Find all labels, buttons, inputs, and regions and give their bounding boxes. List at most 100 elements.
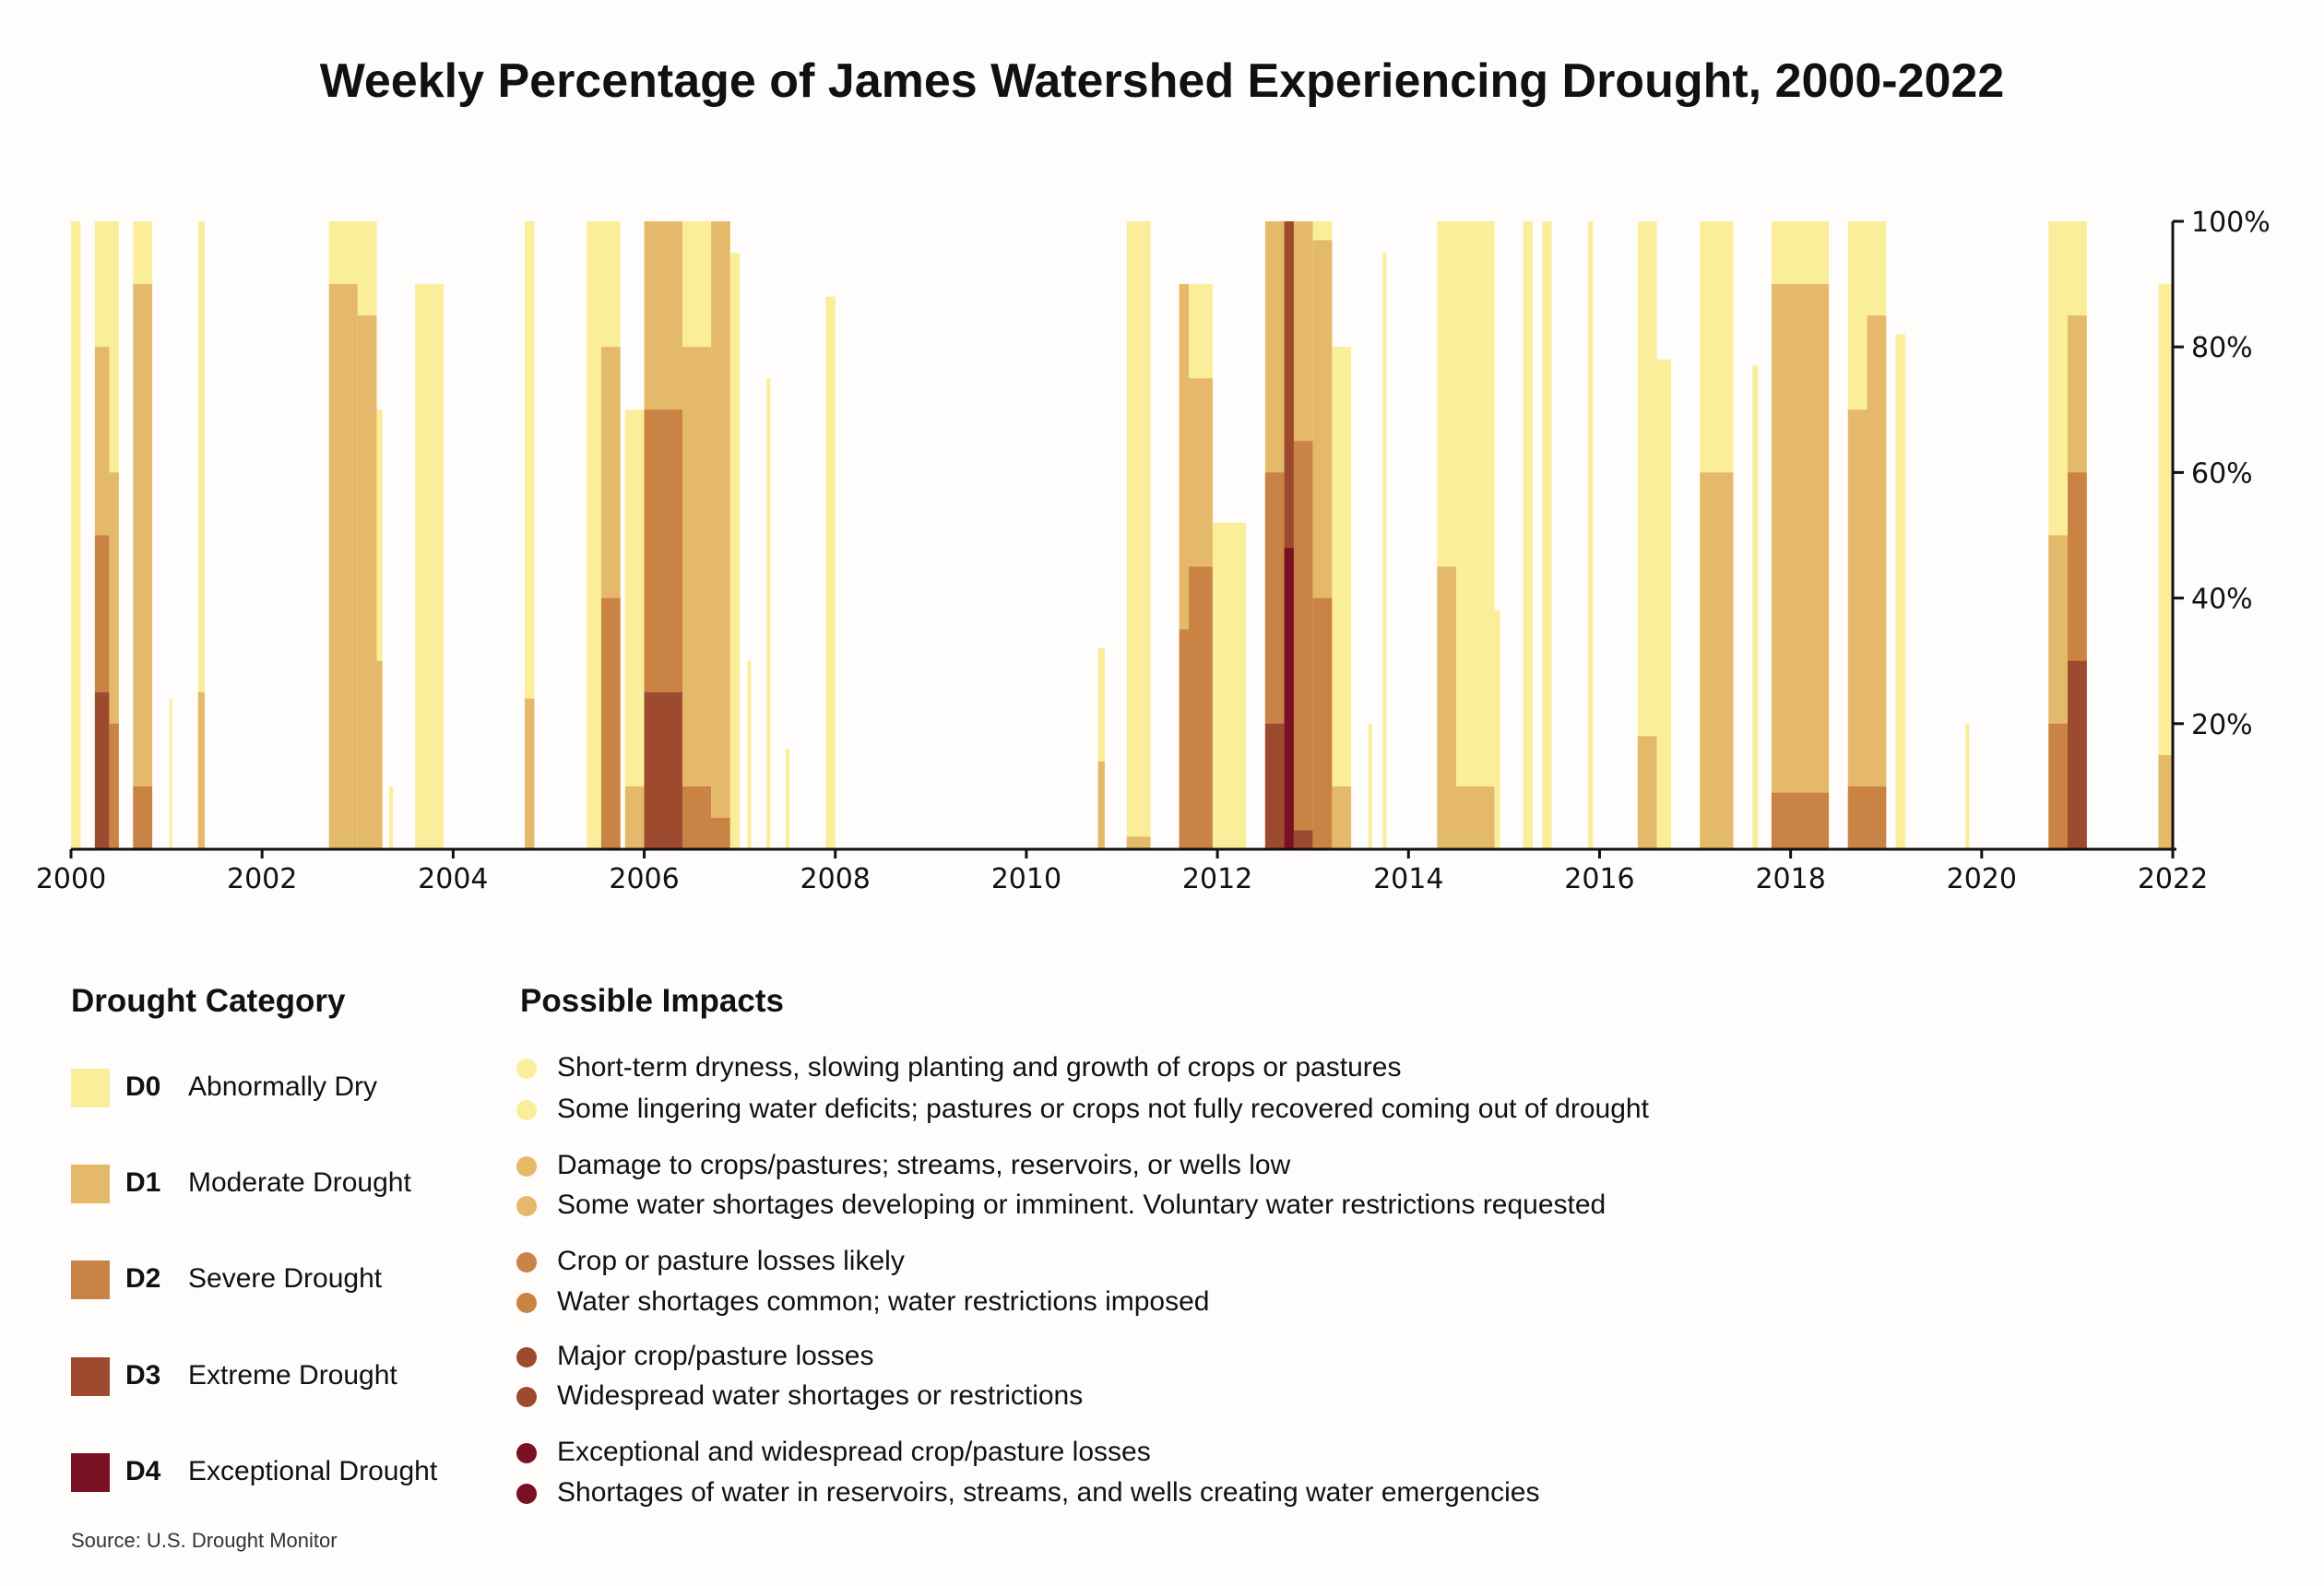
drought-bar-d2 xyxy=(1312,598,1333,849)
drought-bar-d2 xyxy=(711,817,730,849)
legend-code: D3 xyxy=(125,1360,161,1391)
impacts-heading: Possible Impacts xyxy=(520,983,784,1019)
drought-bar-d0 xyxy=(71,221,81,849)
x-tick-label: 2002 xyxy=(227,863,297,895)
drought-bar-d1 xyxy=(711,221,730,849)
drought-bar-d1 xyxy=(1179,284,1190,850)
drought-bar-d1 xyxy=(197,692,206,849)
impact-bullet-icon xyxy=(516,1252,537,1272)
drought-bar-d2 xyxy=(133,786,153,849)
impact-bullet-icon xyxy=(516,1156,537,1177)
drought-bar-d0 xyxy=(169,698,172,849)
legend-code: D1 xyxy=(125,1167,161,1198)
impact-bullet-icon xyxy=(516,1484,537,1504)
drought-bar-d0 xyxy=(785,749,790,849)
drought-bar-d0 xyxy=(1542,221,1552,849)
drought-bar-d4 xyxy=(1284,548,1294,849)
legend-name: Exceptional Drought xyxy=(188,1456,438,1486)
impact-text: Crop or pasture losses likely xyxy=(557,1246,905,1276)
y-tick-label: 20% xyxy=(2191,709,2253,741)
legend-swatch-d2 xyxy=(71,1261,110,1299)
drought-bar-d0 xyxy=(1637,221,1657,849)
legend-name: Moderate Drought xyxy=(188,1167,411,1198)
impact-text: Major crop/pasture losses xyxy=(557,1341,874,1371)
x-tick-label: 2016 xyxy=(1564,863,1634,895)
drought-bar-d1 xyxy=(328,284,358,850)
impact-text: Exceptional and widespread crop/pasture … xyxy=(557,1437,1151,1467)
legend-name: Extreme Drought xyxy=(188,1360,397,1391)
source-note: Source: U.S. Drought Monitor xyxy=(71,1529,338,1552)
drought-bar-d2 xyxy=(1179,629,1190,849)
impact-text: Some lingering water deficits; pastures … xyxy=(557,1094,1649,1124)
axes: 2000 2002 2004 2006 2008 2010 2012 2014 2016 2018… xyxy=(36,207,2271,895)
drought-bar-d2 xyxy=(682,786,712,849)
drought-bar-d0 xyxy=(587,221,601,849)
drought-bar-d1 xyxy=(525,698,535,849)
y-tick-label: 60% xyxy=(2191,457,2253,490)
drought-bar-d0 xyxy=(1126,221,1151,849)
drought-bar-d3 xyxy=(644,692,682,849)
drought-bar-d0 xyxy=(1382,253,1387,849)
drought-bar-d1 xyxy=(133,284,153,850)
legend-code: D4 xyxy=(125,1456,161,1486)
legend-swatch-d0 xyxy=(71,1069,110,1107)
impact-bullet-icon xyxy=(516,1387,537,1407)
impact-text: Some water shortages developing or immin… xyxy=(557,1190,1607,1220)
legend-code: D2 xyxy=(125,1263,161,1294)
drought-bar-d1 xyxy=(1332,786,1352,849)
drought-bar-d3 xyxy=(1293,830,1313,849)
drought-bar-d1 xyxy=(1771,284,1830,850)
drought-bar-d1 xyxy=(1126,836,1151,849)
drought-bar-d2 xyxy=(1867,786,1887,849)
drought-bar-d2 xyxy=(600,598,621,849)
impact-bullet-icon xyxy=(516,1059,537,1079)
drought-bar-d1 xyxy=(2158,754,2173,849)
x-tick-label: 2006 xyxy=(609,863,679,895)
x-tick-label: 2000 xyxy=(36,863,106,895)
drought-chart: 2000 2002 2004 2006 2008 2010 2012 2014 2016 2018… xyxy=(36,207,2271,895)
drought-bar-d1 xyxy=(1456,786,1495,849)
impact-bullet-icon xyxy=(516,1293,537,1313)
drought-bar-d0 xyxy=(1523,221,1533,849)
drought-bar-d3 xyxy=(2068,660,2087,849)
drought-bar-d0 xyxy=(624,409,645,849)
legend-swatch-d4 xyxy=(71,1453,110,1492)
drought-bar-d1 xyxy=(1437,566,1457,849)
drought-bar-d0 xyxy=(1332,347,1352,849)
chart-title: Weekly Percentage of James Watershed Exp… xyxy=(319,54,2005,108)
drought-bar-d2 xyxy=(1847,786,1868,849)
drought-bar-d3 xyxy=(1264,723,1285,849)
drought-bar-d0 xyxy=(729,253,741,849)
legend-code: D0 xyxy=(125,1071,161,1102)
drought-bar-d0 xyxy=(825,296,836,850)
legend-swatch-d3 xyxy=(71,1357,110,1396)
drought-bar-d1 xyxy=(376,660,383,849)
drought-bar-d2 xyxy=(1293,441,1313,849)
drought-bar-d2 xyxy=(109,723,119,849)
x-tick-label: 2010 xyxy=(991,863,1061,895)
drought-bar-d0 xyxy=(747,660,752,849)
x-tick-label: 2008 xyxy=(800,863,871,895)
drought-bar-d3 xyxy=(94,692,110,849)
drought-bar-d3 xyxy=(1284,221,1294,849)
x-tick-label: 2018 xyxy=(1755,863,1825,895)
drought-bar-d0 xyxy=(2158,284,2173,850)
drought-bar-d0 xyxy=(1494,610,1500,849)
impact-bullet-icon xyxy=(516,1196,537,1216)
drought-bar-d0 xyxy=(1965,723,1970,849)
drought-bar-d1 xyxy=(1700,472,1734,849)
x-tick-label: 2014 xyxy=(1373,863,1443,895)
legend-name: Severe Drought xyxy=(188,1263,383,1294)
drought-bar-d0 xyxy=(766,378,771,849)
x-tick-label: 2012 xyxy=(1182,863,1252,895)
y-tick-label: 100% xyxy=(2191,207,2271,239)
drought-bar-d0 xyxy=(1097,648,1105,849)
category-heading: Drought Category xyxy=(71,983,346,1019)
drought-bar-d0 xyxy=(525,221,535,849)
drought-bar-d1 xyxy=(109,472,119,849)
y-tick-label: 80% xyxy=(2191,332,2253,364)
drought-bar-d0 xyxy=(1588,221,1594,849)
drought-bar-d0 xyxy=(197,221,206,849)
drought-bar-d0 xyxy=(1212,522,1247,849)
impact-text: Shortages of water in reservoirs, stream… xyxy=(557,1477,1540,1508)
